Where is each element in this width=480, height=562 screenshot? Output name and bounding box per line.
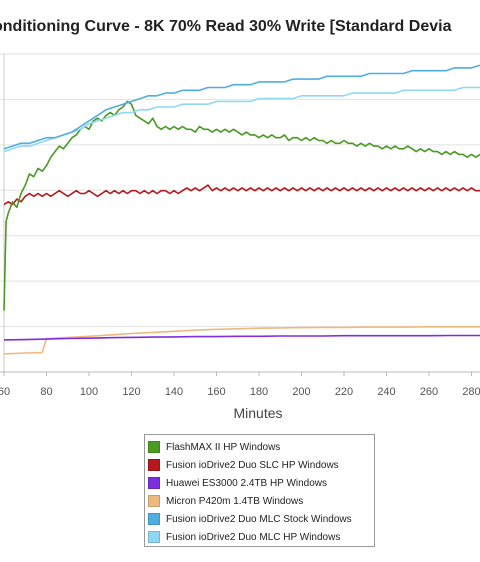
x-tick-label: 200 (292, 386, 310, 398)
series-line (3, 100, 480, 311)
series-line (3, 326, 480, 355)
legend-label: Huawei ES3000 2.4TB HP Windows (166, 477, 328, 489)
legend-item[interactable]: FlashMAX II HP Windows (148, 438, 374, 456)
legend-swatch (148, 477, 160, 489)
legend-swatch (148, 531, 160, 543)
x-axis-title: Minutes (233, 405, 282, 421)
legend-label: Micron P420m 1.4TB Windows (166, 495, 304, 507)
x-tick-label: 220 (335, 386, 353, 398)
legend-swatch (148, 495, 160, 507)
x-tick-label: 240 (377, 386, 395, 398)
legend-label: FlashMAX II HP Windows (166, 441, 281, 453)
series-line (3, 184, 480, 206)
legend-item[interactable]: Fusion ioDrive2 Duo MLC HP Windows (148, 528, 374, 546)
chart-title: onditioning Curve - 8K 70% Read 30% Writ… (0, 18, 452, 35)
line-chart: 60 80 100 120 140 160 180 200 220 240 260 280 Minute… (0, 53, 480, 421)
legend-item[interactable]: Huawei ES3000 2.4TB HP Windows (148, 474, 374, 492)
legend-item[interactable]: Fusion ioDrive2 Duo MLC Stock Windows (148, 510, 374, 528)
x-tick-label: 160 (207, 386, 225, 398)
legend-swatch (148, 441, 160, 453)
chart-legend: FlashMAX II HP Windows Fusion ioDrive2 Du… (144, 434, 375, 547)
legend-swatch (148, 459, 160, 471)
legend-swatch (148, 513, 160, 525)
x-tick-label: 180 (250, 386, 268, 398)
x-tick-label: 60 (0, 386, 10, 398)
legend-label: Fusion ioDrive2 Duo MLC HP Windows (166, 531, 341, 543)
legend-item[interactable]: Micron P420m 1.4TB Windows (148, 492, 374, 510)
x-tick-label: 100 (80, 386, 98, 398)
x-tick-label: 80 (40, 386, 52, 398)
x-tick-label: 140 (165, 386, 183, 398)
series-line (3, 334, 480, 341)
legend-label: Fusion ioDrive2 Duo MLC Stock Windows (166, 513, 352, 525)
x-tick-label: 260 (420, 386, 438, 398)
legend-item[interactable]: Fusion ioDrive2 Duo SLC HP Windows (148, 456, 374, 474)
series-line (3, 64, 480, 150)
series-line (3, 86, 480, 153)
x-tick-label: 120 (122, 386, 140, 398)
x-tick-label: 280 (462, 386, 480, 398)
legend-label: Fusion ioDrive2 Duo SLC HP Windows (166, 459, 339, 471)
